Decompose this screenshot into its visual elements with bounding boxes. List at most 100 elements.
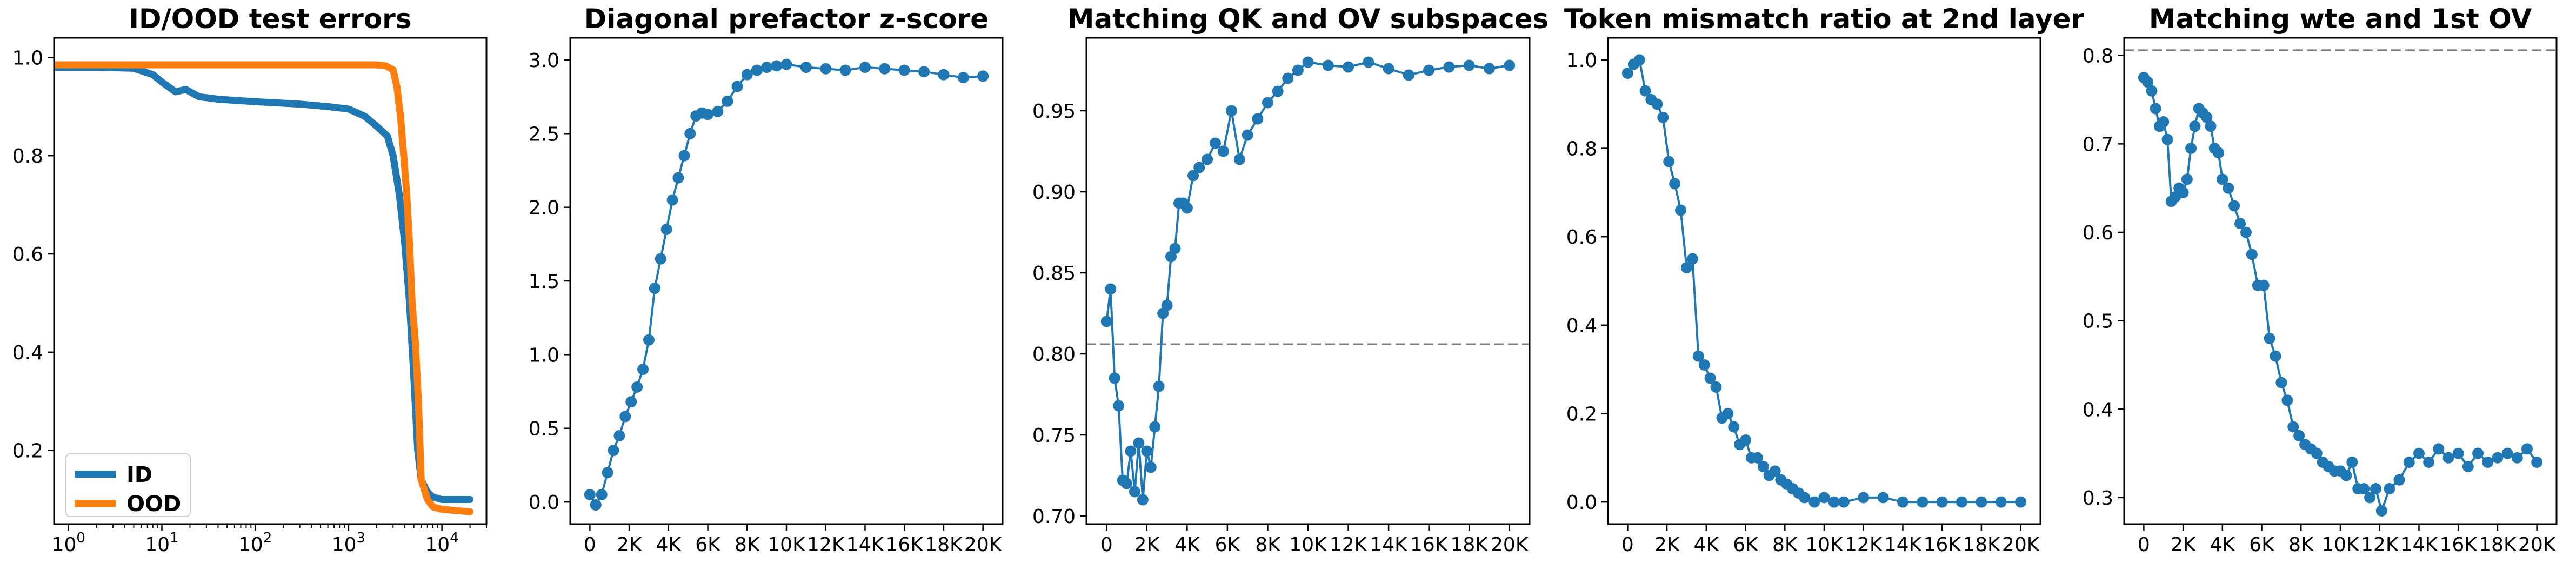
x-tick-label: 8K [1772, 534, 1798, 556]
data-point [1363, 56, 1374, 68]
data-point [1838, 496, 1850, 508]
data-point [2501, 447, 2513, 459]
y-tick-label: 0.6 [2083, 222, 2113, 244]
data-point [2270, 350, 2281, 362]
x-tick-label: 6K [695, 534, 721, 556]
x-tick-label: 16K [1923, 534, 1961, 556]
data-point [1181, 202, 1193, 214]
chart-panel-5: Matching wte and 1st OV 0.3 0.4 0.5 0.6 0.7 0.… [2083, 3, 2558, 556]
x-tick-label: 10K [1289, 534, 1327, 556]
data-point [2205, 120, 2217, 132]
data-point [731, 81, 743, 92]
y-tick-label: 1.0 [12, 47, 43, 69]
data-point [2015, 496, 2027, 508]
data-point [1799, 492, 1811, 504]
data-point [660, 224, 672, 236]
data-point [2189, 120, 2201, 132]
data-point [2393, 474, 2405, 486]
data-point [2384, 483, 2395, 495]
data-point [2442, 452, 2454, 464]
data-point [1657, 111, 1669, 123]
data-point [2293, 430, 2305, 441]
data-point [602, 467, 613, 479]
chart-panel-1: ID/OOD test errors 0.2 0.4 0.6 0.8 1.0 100 101 1… [12, 3, 488, 556]
y-tick-label: 0.85 [1032, 263, 1076, 285]
data-point [2275, 377, 2287, 388]
data-point [1322, 59, 1334, 71]
x-tick-label: 8K [2288, 534, 2314, 556]
x-tick-label: 2K [1134, 534, 1160, 556]
data-point [2462, 461, 2474, 473]
data-point [1877, 492, 1889, 504]
x-tick-label: 4K [656, 534, 682, 556]
data-point [957, 72, 969, 84]
data-point [1828, 496, 1840, 508]
data-point [879, 63, 891, 75]
data-point [1956, 496, 1968, 508]
x-tick-label: 2K [2171, 534, 2197, 556]
plot-area [584, 58, 989, 511]
data-point [2146, 85, 2158, 97]
x-tick-label: 18K [2479, 534, 2517, 556]
x-tick-label: 16K [2439, 534, 2478, 556]
y-tick-label: 0.5 [529, 418, 559, 440]
data-point [2482, 456, 2494, 468]
data-point [1153, 380, 1165, 392]
x-tick-label: 6K [1733, 534, 1759, 556]
x-tick-label: 4K [1174, 534, 1200, 556]
x-tick-label: 6K [1215, 534, 1241, 556]
data-point [2423, 456, 2435, 468]
x-tick-label: 18K [1963, 534, 2001, 556]
data-point [1202, 153, 1213, 165]
x-tick-label: 14K [2400, 534, 2439, 556]
x-tick-label: 14K [846, 534, 885, 556]
data-point [751, 64, 763, 76]
y-tick-label: 0.4 [2083, 399, 2113, 421]
data-point [1210, 137, 1222, 149]
data-point [1149, 421, 1161, 433]
data-point [584, 488, 596, 500]
x-tick-label: 10K [768, 534, 806, 556]
data-point [2142, 76, 2154, 88]
series-line [1626, 58, 2022, 504]
data-point [2246, 249, 2258, 260]
data-point [1129, 486, 1140, 498]
data-point [619, 411, 631, 423]
data-point [1109, 372, 1120, 384]
y-tick-label: 0.4 [1566, 315, 1597, 337]
data-point [608, 445, 619, 457]
data-point [2240, 226, 2252, 238]
data-point [1141, 445, 1153, 457]
data-point [590, 499, 602, 511]
chart-panel-3: Matching QK and OV subspaces 0.70 0.75 0.80… [1032, 3, 1549, 556]
data-point [1995, 496, 2007, 508]
data-point [1936, 496, 1948, 508]
data-point [631, 381, 643, 393]
y-tick-label: 0.3 [2083, 487, 2113, 509]
data-point [1225, 105, 1237, 117]
x-tick-label: 10K [2321, 534, 2360, 556]
y-tick-label: 0.95 [1032, 100, 1076, 123]
y-tick-label: 0.6 [1566, 226, 1597, 249]
data-point [1169, 243, 1181, 254]
data-point [1105, 283, 1117, 295]
chart-panel-2: Diagonal prefactor z-score 0.0 0.5 1.0 1.5 2.… [529, 3, 1004, 556]
series-line [1105, 61, 1511, 501]
x-tick-label: 20K [2518, 534, 2557, 556]
data-point [1728, 421, 1740, 433]
x-tick-label: 8K [1255, 534, 1281, 556]
data-point [1686, 253, 1698, 265]
data-point [2213, 147, 2225, 159]
data-point [1292, 64, 1304, 76]
y-tick-label: 0.2 [12, 440, 43, 462]
x-tick-label: 4K [1694, 534, 1720, 556]
data-point [761, 62, 773, 73]
data-point [1252, 113, 1264, 125]
data-point [2150, 103, 2161, 115]
chart-title: Matching QK and OV subspaces [1067, 3, 1549, 35]
data-point [643, 334, 655, 346]
plot-frame [2123, 37, 2558, 525]
data-point [1125, 445, 1137, 457]
data-point [1161, 299, 1173, 311]
legend: ID OOD [65, 453, 191, 517]
